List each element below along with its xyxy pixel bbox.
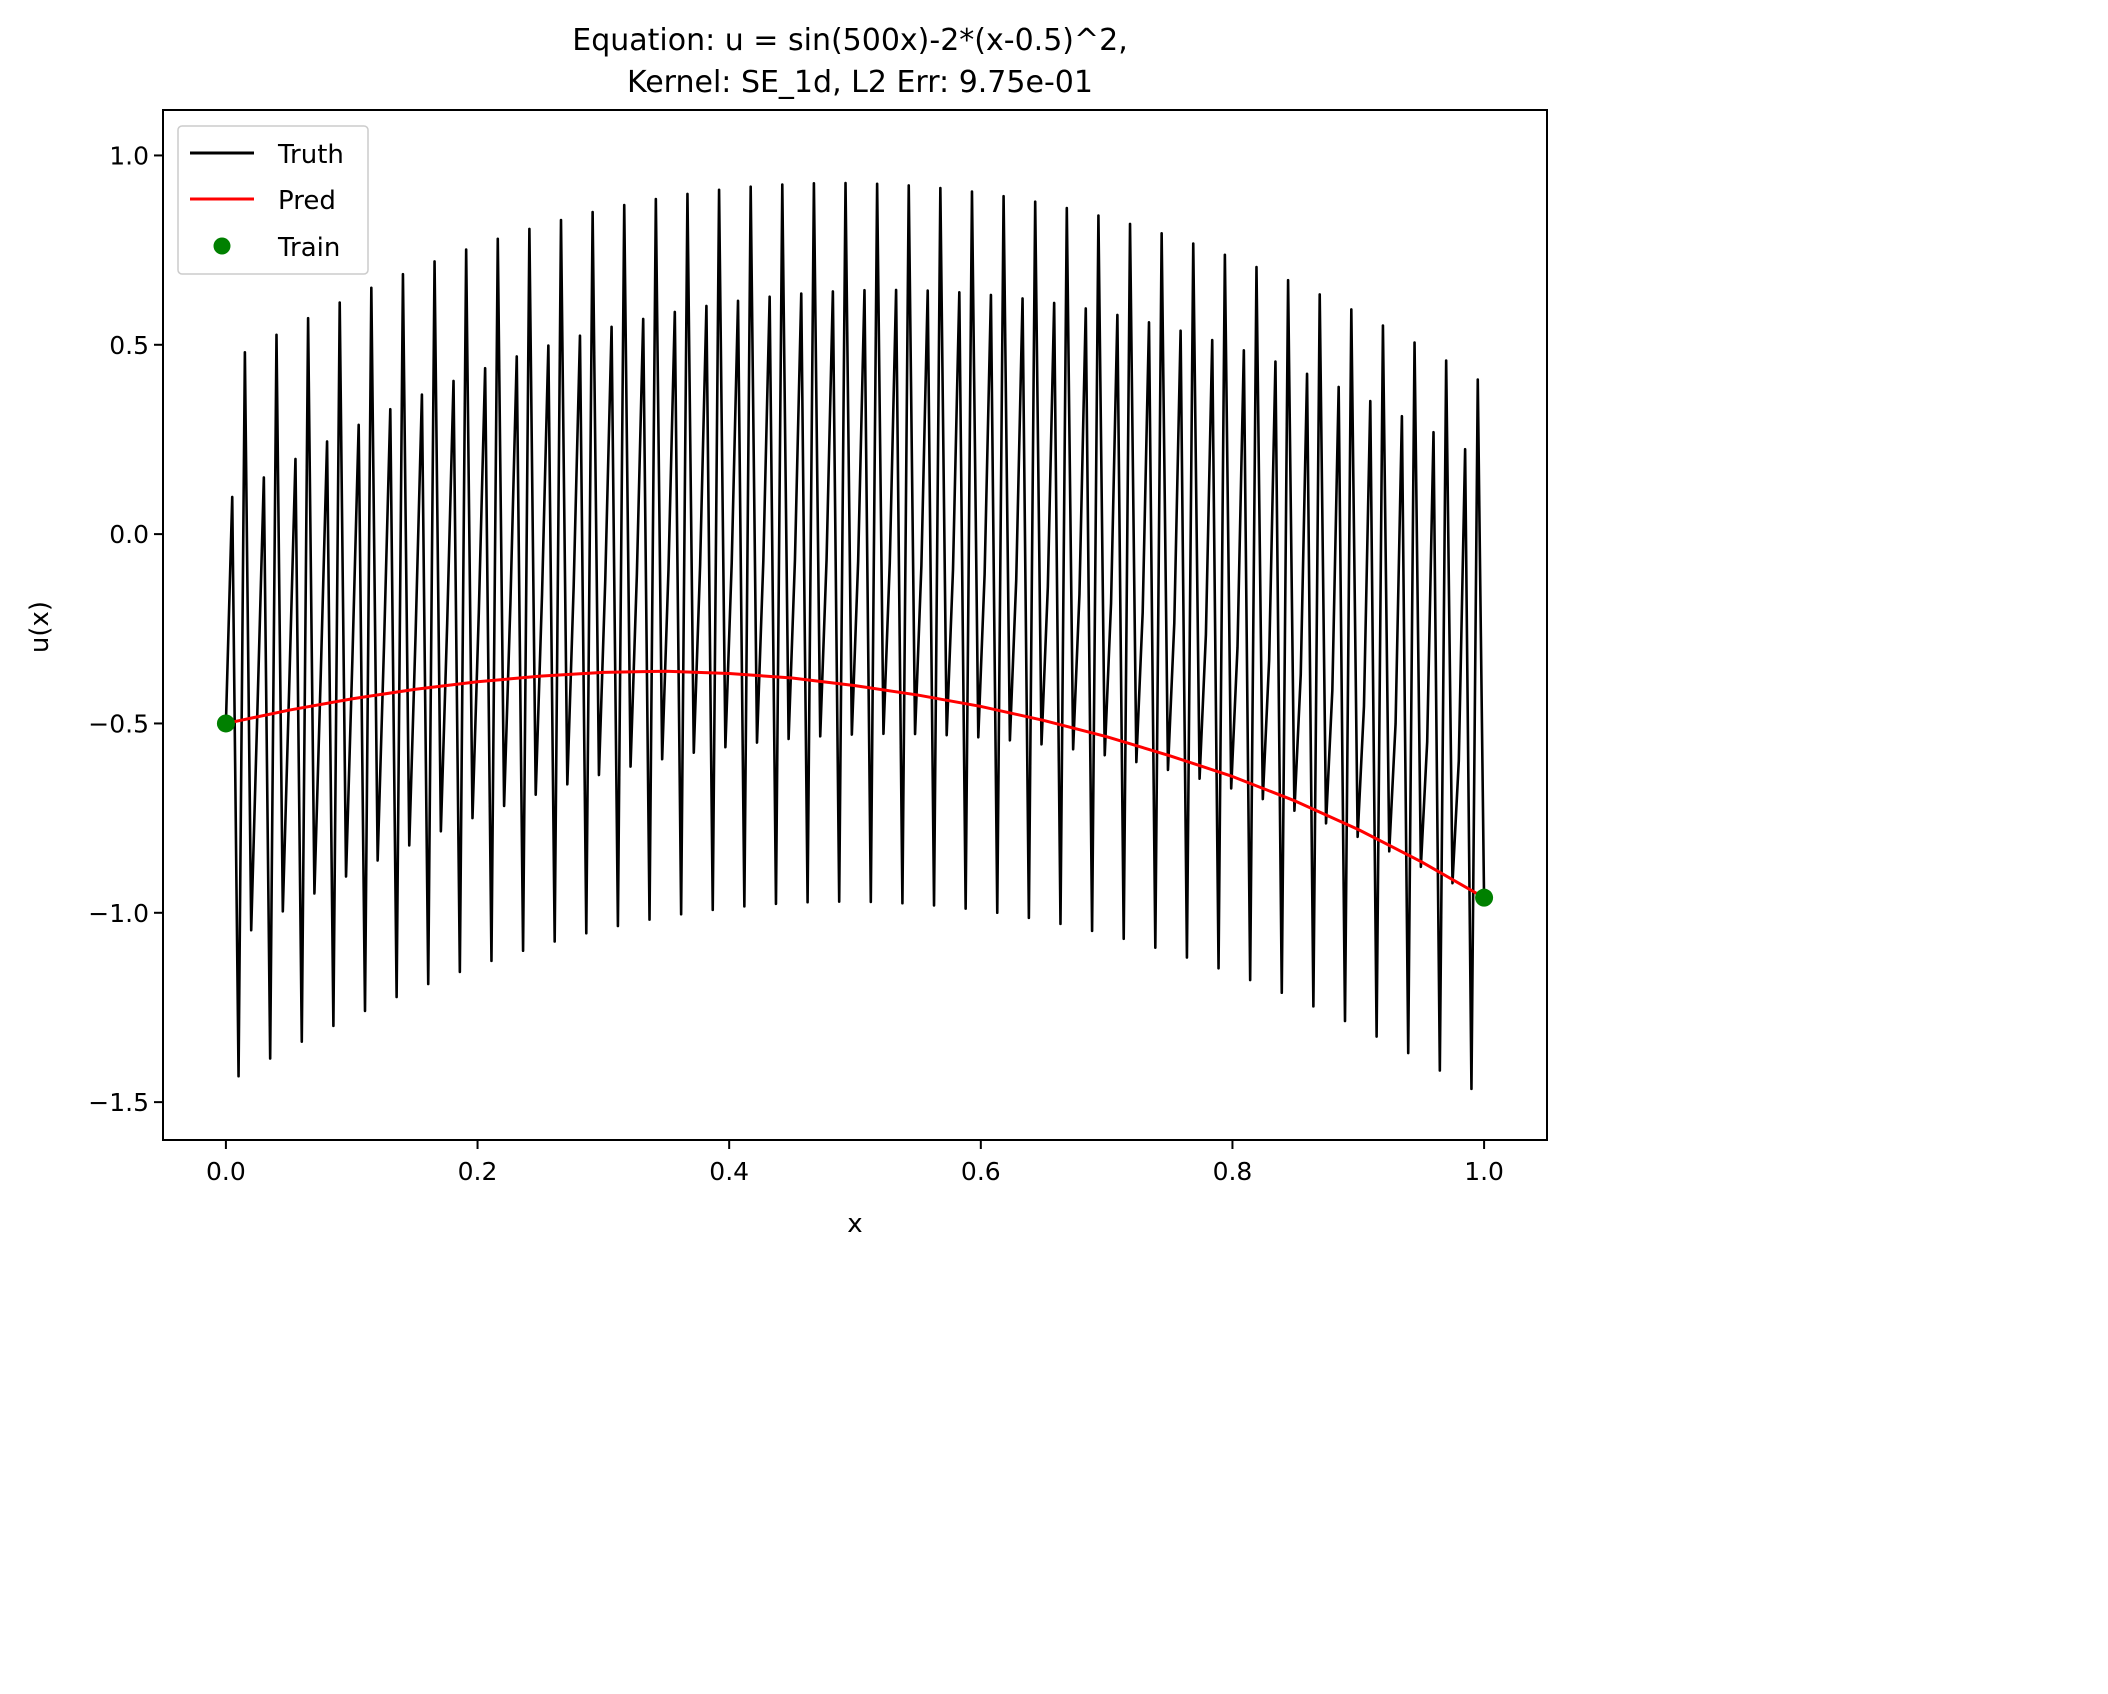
y-tick-label: −1.5 [88, 1088, 149, 1117]
y-tick-label: 0.5 [109, 331, 149, 360]
y-tick-label: 0.0 [109, 520, 149, 549]
legend-train-swatch [213, 237, 231, 255]
y-tick-label: 1.0 [109, 141, 149, 170]
y-tick-label: −1.0 [88, 899, 149, 928]
series-pred-line [225, 669, 1485, 899]
x-tick-label: 0.6 [961, 1157, 1001, 1186]
train-point [216, 714, 235, 733]
chart-figure: Equation: u = sin(500x)-2*(x-0.5)^2, Ker… [25, 23, 1548, 1239]
x-axis: 0.0 0.2 0.4 0.6 0.8 1.0 [206, 1140, 1504, 1186]
plot-area [216, 181, 1494, 1091]
legend-pred-label: Pred [278, 186, 336, 216]
chart-title-line2: Kernel: SE_1d, L2 Err: 9.75e-01 [627, 65, 1093, 100]
legend: Truth Pred Train [177, 125, 369, 275]
x-tick-label: 1.0 [1464, 1157, 1504, 1186]
y-tick-label: −0.5 [88, 709, 149, 738]
legend-train-label: Train [277, 233, 340, 263]
x-tick-label: 0.2 [458, 1157, 498, 1186]
x-tick-label: 0.0 [206, 1157, 246, 1186]
legend-box [177, 125, 369, 275]
legend-truth-label: Truth [277, 140, 344, 170]
axes-frame [162, 109, 1548, 1141]
x-tick-label: 0.4 [709, 1157, 749, 1186]
series-truth-line [224, 181, 1486, 1091]
x-axis-label: x [847, 1209, 862, 1239]
x-tick-label: 0.8 [1213, 1157, 1253, 1186]
y-axis-label: u(x) [25, 601, 55, 653]
train-point [1475, 888, 1494, 907]
chart-title-line1: Equation: u = sin(500x)-2*(x-0.5)^2, [572, 23, 1128, 58]
y-axis: −1.5 −1.0 −0.5 0.0 0.5 1.0 [88, 141, 163, 1117]
